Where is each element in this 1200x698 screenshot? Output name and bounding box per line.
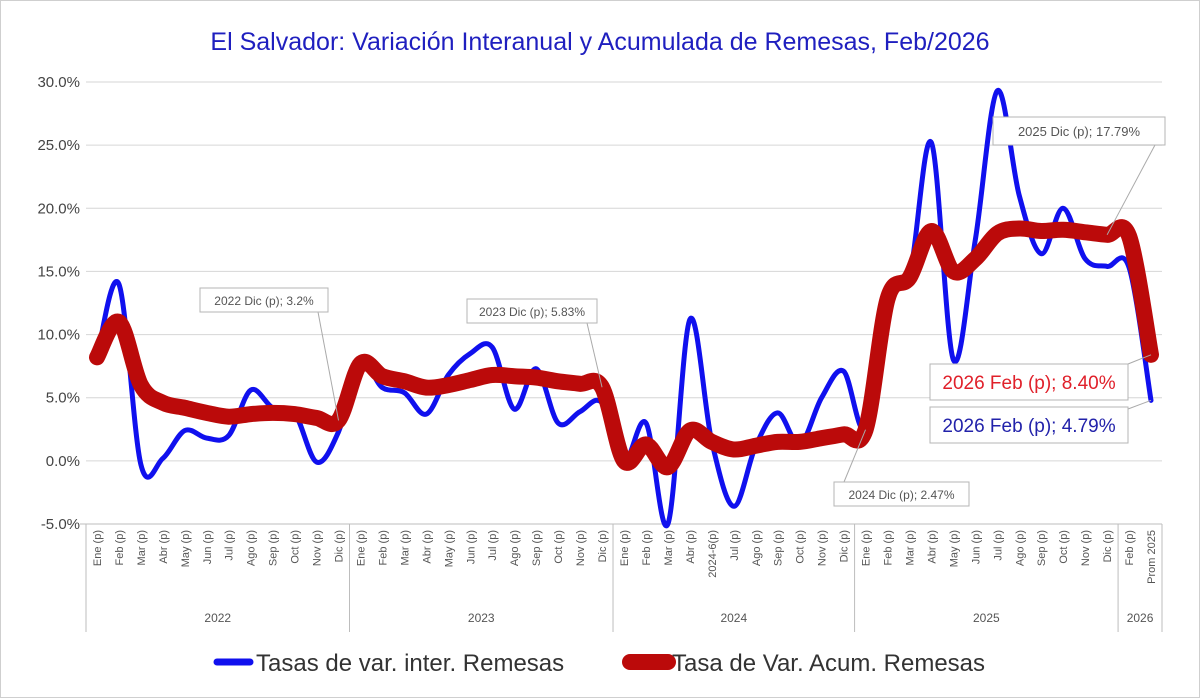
x-tick-label: Jun (p)	[970, 530, 982, 564]
x-tick-label: Ene (p)	[92, 530, 104, 566]
x-tick-label: Feb (p)	[1124, 530, 1136, 565]
x-tick-label: Abr (p)	[685, 530, 697, 564]
annotation-leader	[843, 429, 867, 483]
x-tick-label: May (p)	[443, 530, 455, 567]
x-tick-label: Feb (p)	[641, 530, 653, 565]
callout-leader	[1127, 354, 1152, 365]
x-tick-label: Mar (p)	[904, 530, 916, 565]
x-tick-label: Feb (p)	[883, 530, 895, 565]
callout-box	[929, 363, 1129, 401]
x-tick-label: Mar (p)	[663, 530, 675, 565]
legend-label-acumulada: Tasa de Var. Acum. Remesas	[672, 650, 985, 677]
x-tick-label: Oct (p)	[290, 530, 302, 564]
series-layer	[89, 88, 1159, 529]
x-tick-label: Ene (p)	[861, 530, 873, 566]
year-label: 2025	[973, 611, 1000, 625]
x-tick-label: Nov (p)	[817, 530, 829, 566]
annotation-label: 2023 Dic (p); 5.83%	[479, 305, 585, 319]
y-tick-label: 20.0%	[37, 200, 80, 217]
y-tick-label: 10.0%	[37, 327, 80, 344]
x-tick-label: Ene (p)	[355, 530, 367, 566]
x-tick-label: Dic (p)	[597, 530, 609, 562]
x-tick-label: Mar (p)	[399, 530, 411, 565]
y-axis: 30.0% 25.0% 20.0% 15.0% 10.0% 5.0% 0.0% -5.0%	[37, 74, 80, 533]
annotation-label: 2022 Dic (p); 3.2%	[214, 294, 314, 308]
callout-leader	[1127, 399, 1152, 410]
x-tick-label: Oct (p)	[795, 530, 807, 564]
x-tick-label: Ene (p)	[619, 530, 631, 566]
x-tick-label: Abr (p)	[158, 530, 170, 564]
x-tick-label: Nov (p)	[312, 530, 324, 566]
x-tick-label: Sep (p)	[531, 530, 543, 566]
annotation-box	[466, 298, 598, 324]
annotation-box	[833, 481, 970, 507]
y-tick-label: 30.0%	[37, 74, 80, 91]
x-tick-label: Mar (p)	[136, 530, 148, 565]
x-tick-label: 2024-6(p)	[707, 530, 719, 578]
x-tick-label: Jun (p)	[202, 530, 214, 564]
x-tick-label: Dic (p)	[839, 530, 851, 562]
year-label: 2026	[1127, 611, 1154, 625]
x-tick-label: Jul (p)	[487, 530, 499, 561]
annotation-leader	[1106, 144, 1156, 236]
x-tick-label: Sep (p)	[773, 530, 785, 566]
callout-label: 2026 Feb (p); 4.79%	[942, 416, 1115, 437]
x-tick-label: Nov (p)	[1080, 530, 1092, 566]
legend: Tasas de var. inter. Remesas Tasa de Var…	[213, 650, 985, 677]
annotation-label: 2024 Dic (p); 2.47%	[848, 488, 954, 502]
x-tick-label: Feb (p)	[114, 530, 126, 565]
x-tick-label: Jul (p)	[224, 530, 236, 561]
legend-label-interanual: Tasas de var. inter. Remesas	[256, 650, 564, 677]
x-tick-label: Jul (p)	[992, 530, 1004, 561]
x-tick-label: Abr (p)	[421, 530, 433, 564]
annotation-box	[199, 287, 329, 313]
x-tick-label: Sep (p)	[268, 530, 280, 566]
year-label: 2023	[468, 611, 495, 625]
annotation-box	[992, 116, 1166, 146]
x-tick-label: Feb (p)	[377, 530, 389, 565]
x-tick-label: Prom 2025	[1146, 530, 1158, 584]
y-tick-label: 15.0%	[37, 263, 80, 280]
x-tick-label: May (p)	[948, 530, 960, 567]
chart-title: El Salvador: Variación Interanual y Acum…	[210, 28, 989, 56]
x-tick-label: Ago (p)	[246, 530, 258, 566]
x-tick-label: Ago (p)	[1014, 530, 1026, 566]
x-tick-label: Jul (p)	[729, 530, 741, 561]
year-label: 2022	[204, 611, 231, 625]
year-label: 2024	[720, 611, 747, 625]
annotation-label: 2025 Dic (p); 17.79%	[1018, 124, 1141, 139]
x-tick-label: May (p)	[180, 530, 192, 567]
x-axis: Ene (p) Feb (p) Mar (p) Abr (p) May (p) Jun (…	[80, 523, 1163, 632]
x-tick-label: Nov (p)	[575, 530, 587, 566]
x-tick-label: Dic (p)	[1102, 530, 1114, 562]
callout-label: 2026 Feb (p); 8.40%	[942, 373, 1115, 394]
x-tick-label: Oct (p)	[1058, 530, 1070, 564]
x-tick-label: Oct (p)	[553, 530, 565, 564]
callout-box	[929, 406, 1129, 444]
y-tick-label: 25.0%	[37, 137, 80, 154]
x-tick-label: Ago (p)	[509, 530, 521, 566]
series-line-acumulada	[89, 219, 1159, 476]
x-tick-label: Abr (p)	[926, 530, 938, 564]
annotation-leader	[586, 322, 603, 388]
x-tick-label: Sep (p)	[1036, 530, 1048, 566]
x-tick-label: Ago (p)	[751, 530, 763, 566]
x-tick-label: Dic (p)	[334, 530, 346, 562]
y-tick-label: 5.0%	[46, 390, 80, 407]
x-tick-label: Jun (p)	[465, 530, 477, 564]
annotation-layer: 2022 Dic (p); 3.2% 2023 Dic (p); 5.83% 202…	[199, 116, 1166, 507]
annotation-leader	[317, 311, 340, 421]
y-tick-label: 0.0%	[46, 453, 80, 470]
y-tick-label: -5.0%	[41, 516, 80, 533]
